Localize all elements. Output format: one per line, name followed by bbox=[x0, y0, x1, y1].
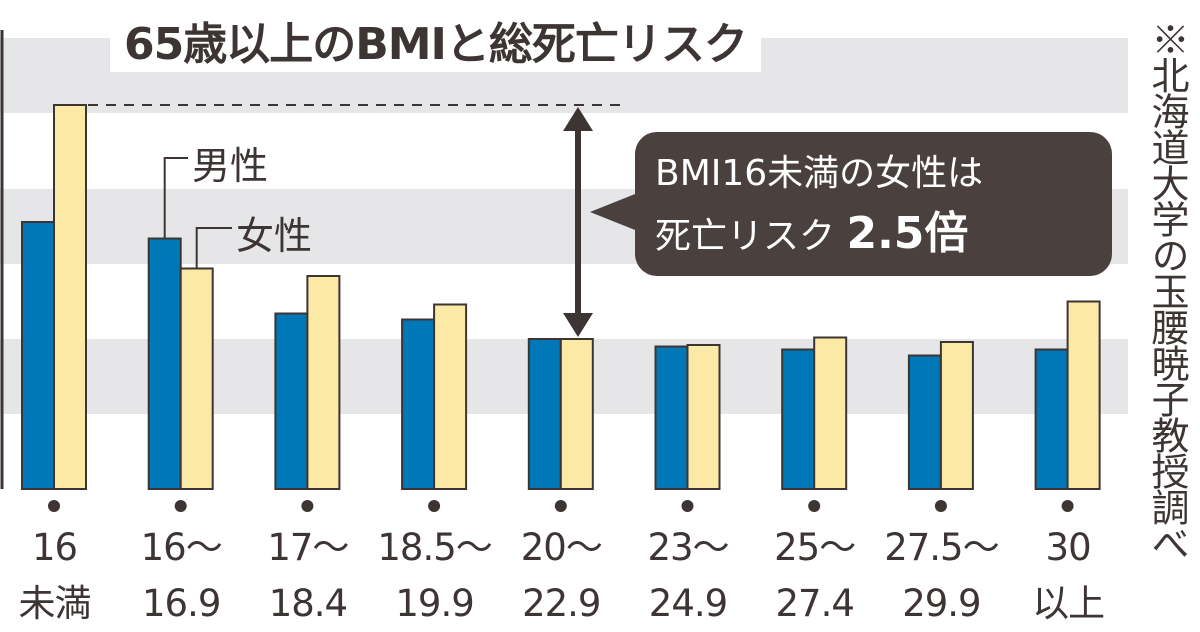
arrow-head-down bbox=[563, 313, 593, 337]
annotation-line1: BMI16未満の女性は bbox=[655, 153, 984, 194]
tick-dot bbox=[428, 500, 441, 512]
x-tick-label-line: 16 bbox=[31, 526, 78, 569]
tick-dot bbox=[174, 500, 187, 512]
tick-dot bbox=[681, 500, 694, 512]
bar-female bbox=[813, 336, 848, 490]
annotation-prefix: 死亡リスク bbox=[655, 216, 836, 257]
bar-female bbox=[559, 338, 594, 490]
tick-dot bbox=[301, 500, 314, 512]
x-tick-label-line: 27.4 bbox=[775, 582, 854, 625]
x-tick-label-line: 16〜 bbox=[140, 526, 223, 569]
x-tick-label: 30 以上 bbox=[1005, 520, 1132, 632]
bar-male bbox=[527, 338, 562, 490]
x-tick-label: 17〜 18.4 bbox=[244, 520, 371, 632]
x-tick-label: 20〜 22.9 bbox=[498, 520, 625, 632]
bar-male bbox=[274, 312, 309, 490]
x-tick-label-line: 22.9 bbox=[522, 582, 601, 625]
tick-dot bbox=[934, 500, 947, 512]
source-note: ※北海道大学の玉腰暁子教授調べ bbox=[1145, 20, 1189, 560]
x-tick-label-line: 以上 bbox=[1032, 582, 1105, 625]
annotation-callout: BMI16未満の女性は 死亡リスク 2.5倍 bbox=[635, 132, 1112, 276]
x-tick-label-line: 未満 bbox=[18, 582, 92, 625]
x-tick-label: 27.5〜 29.9 bbox=[878, 520, 1005, 632]
legend-male: 男性 bbox=[192, 144, 269, 188]
bar-male bbox=[147, 237, 182, 490]
x-tick-label: 18.5〜 19.9 bbox=[371, 520, 498, 632]
x-tick-label-line: 30 bbox=[1045, 526, 1092, 569]
x-tick-label-line: 18.4 bbox=[268, 582, 348, 625]
x-tick-label: 23〜 24.9 bbox=[625, 520, 752, 632]
bar-female bbox=[686, 344, 721, 490]
bar-female bbox=[1066, 300, 1101, 490]
tick-dot bbox=[48, 500, 60, 512]
bar-male bbox=[654, 345, 689, 490]
legend-female: 女性 bbox=[236, 214, 313, 258]
x-tick-label-line: 18.5〜 bbox=[377, 526, 492, 569]
x-tick-label-line: 23〜 bbox=[647, 526, 729, 569]
bar-female bbox=[179, 267, 214, 490]
x-tick-label: 25〜 27.4 bbox=[751, 520, 878, 632]
chart-title: 65歳以上のBMIと総死亡リスク bbox=[110, 8, 761, 72]
legend-leader-female bbox=[195, 227, 232, 269]
x-tick-label-line: 24.9 bbox=[648, 582, 728, 625]
bar-male bbox=[21, 221, 55, 490]
x-tick-label-line: 16.9 bbox=[141, 582, 221, 625]
x-tick-label-line: 29.9 bbox=[902, 582, 981, 625]
bar-male bbox=[907, 354, 942, 490]
bar-male bbox=[781, 348, 816, 490]
bar-female bbox=[53, 104, 87, 490]
bar-female bbox=[433, 303, 468, 490]
x-tick-label-line: 17〜 bbox=[267, 526, 349, 569]
x-tick-label-line: 25〜 bbox=[774, 526, 856, 569]
x-tick-label-line: 19.9 bbox=[395, 582, 474, 625]
bar-female bbox=[306, 275, 341, 490]
tick-dot bbox=[1061, 500, 1074, 512]
annotation-value: 2.5倍 bbox=[846, 208, 969, 259]
legend-leader-male bbox=[163, 157, 188, 239]
x-tick-label-line: 27.5〜 bbox=[884, 526, 999, 569]
x-tick-label: 16〜 16.9 bbox=[118, 520, 245, 632]
x-tick-label: 16 未満 bbox=[0, 520, 118, 632]
tick-dot bbox=[808, 500, 821, 512]
bar-male bbox=[401, 318, 436, 490]
arrow-head-up bbox=[563, 107, 593, 131]
bar-male bbox=[1034, 348, 1069, 490]
bar-female bbox=[939, 341, 974, 490]
x-tick-label-line: 20〜 bbox=[520, 526, 603, 569]
tick-dot bbox=[554, 500, 567, 512]
callout-pointer bbox=[590, 192, 640, 232]
